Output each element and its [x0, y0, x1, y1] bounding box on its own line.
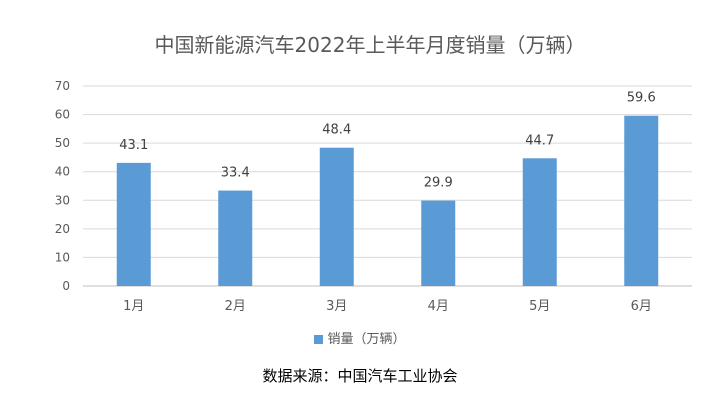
source-note: 数据来源：中国汽车工业协会	[262, 367, 458, 385]
bars	[116, 115, 659, 286]
y-axis-ticks: 0 10 20 30 40 50 60 70	[55, 79, 70, 293]
x-axis-ticks: 1月 2月 3月 4月 5月 6月	[123, 299, 652, 314]
y-tick-label: 0	[62, 279, 70, 293]
data-label: 33.4	[221, 166, 250, 181]
legend: 销量（万辆）	[0, 328, 720, 347]
y-tick-label: 60	[55, 108, 70, 122]
y-tick-label: 10	[55, 250, 70, 264]
y-tick-label: 20	[55, 222, 70, 236]
bar	[421, 200, 456, 286]
x-tick-label: 1月	[123, 299, 144, 314]
chart-title: 中国新能源汽车2022年上半年月度销量（万辆）	[155, 33, 586, 57]
x-tick-label: 4月	[428, 299, 449, 314]
data-label: 59.6	[627, 91, 656, 106]
data-label: 29.9	[424, 176, 453, 191]
y-tick-label: 40	[55, 165, 70, 179]
y-tick-label: 50	[55, 136, 70, 150]
data-labels: 43.1 33.4 48.4 29.9 44.7 59.6	[119, 91, 655, 191]
data-label: 43.1	[119, 138, 148, 153]
y-tick-label: 30	[55, 193, 70, 207]
legend-swatch	[314, 335, 324, 344]
y-tick-label: 70	[55, 79, 70, 93]
bar	[116, 162, 151, 286]
bar	[319, 147, 354, 286]
bar	[522, 158, 557, 286]
gridlines	[83, 85, 692, 287]
bar	[218, 190, 253, 286]
legend-label: 销量（万辆）	[327, 332, 406, 347]
x-tick-label: 5月	[529, 299, 550, 314]
x-tick-label: 2月	[225, 299, 246, 314]
data-label: 44.7	[525, 133, 554, 148]
x-tick-label: 6月	[631, 299, 652, 314]
x-tick-label: 3月	[326, 299, 347, 314]
data-label: 48.4	[322, 123, 351, 138]
bar	[624, 115, 659, 286]
